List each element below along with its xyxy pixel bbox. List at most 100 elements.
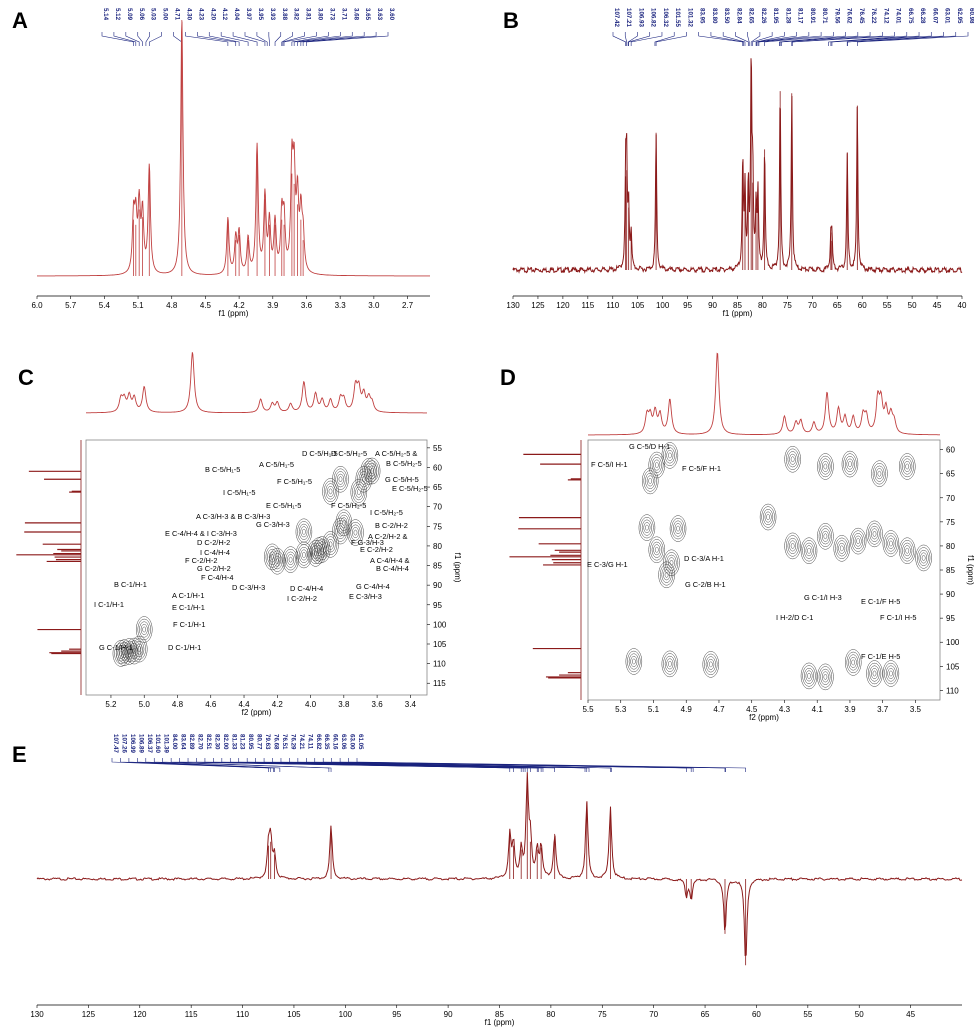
contour-ring	[323, 480, 338, 503]
contour-ring	[347, 519, 364, 546]
contour-ring	[269, 547, 286, 575]
peak-shift-label: 82.65	[748, 8, 755, 24]
contour-ring	[835, 537, 849, 559]
contour-ring	[871, 668, 878, 679]
peak-connector-line	[356, 758, 746, 772]
x-tick-label: 3.0	[368, 301, 380, 310]
y-tick-label: 90	[946, 590, 955, 599]
peak-connector-line	[173, 32, 183, 46]
x-tick-label: 4.6	[205, 700, 217, 709]
peak-shift-label: 83.80	[711, 8, 718, 24]
contour-ring	[885, 665, 896, 682]
contour-ring	[702, 651, 720, 678]
x-tick-label: 5.1	[648, 705, 660, 714]
x-tick-label: 2.7	[402, 301, 414, 310]
x-tick-label: 90	[708, 301, 717, 310]
contour-ring	[338, 514, 349, 531]
contour-ring	[654, 462, 659, 468]
correlation-label: G C-5/H-5	[385, 475, 419, 484]
peak-connector-line	[291, 32, 329, 46]
peak-connector-line	[846, 32, 944, 46]
x-tick-label: 65	[833, 301, 842, 310]
correlation-label: I C-5/H₁-5	[223, 488, 255, 497]
contour-ring	[905, 547, 910, 554]
contour-ring	[851, 659, 856, 666]
panel-letter: C	[18, 365, 34, 390]
contour-ring	[889, 540, 893, 547]
x-tick-label: 105	[287, 1010, 301, 1019]
contour-ring	[643, 522, 651, 534]
x-tick-label: 120	[556, 301, 570, 310]
peak-shift-label: 101.55	[674, 8, 681, 27]
y-tick-label: 90	[433, 581, 442, 590]
peak-connector-line	[302, 32, 377, 46]
contour-ring	[872, 670, 877, 677]
contour-ring	[849, 527, 867, 555]
contour-ring	[302, 528, 306, 535]
peak-shift-label: 76.68	[273, 734, 280, 750]
contour-ring	[300, 549, 308, 561]
peak-shift-label: 5.14	[102, 8, 109, 21]
peak-shift-label: 66.82	[315, 734, 322, 750]
contour-ring	[335, 471, 346, 488]
x-tick-label: 70	[808, 301, 817, 310]
contour-ring	[920, 552, 928, 564]
peak-connector-line	[791, 32, 883, 46]
y-tick-label: 110	[946, 686, 959, 695]
panel-letter: E	[12, 742, 27, 767]
contour-ring	[663, 653, 677, 675]
contour-ring	[322, 478, 339, 505]
peak-label-group: 5.14 5.12 5.09 5.06 5.03 5.00 4.71 4.30 4.23 4.20…	[101, 8, 395, 46]
y-tick-label: 65	[946, 470, 955, 479]
contour-ring	[884, 532, 898, 555]
contour-ring	[676, 525, 680, 532]
correlation-label: B C-5/H₁-5	[205, 465, 240, 474]
contour-ring	[135, 643, 143, 655]
peak-shift-label: 106.82	[650, 8, 657, 27]
peak-connector-line	[145, 758, 281, 772]
correlation-label: D C-4/H-4	[290, 584, 323, 593]
y-tick-label: 95	[433, 601, 442, 610]
x-tick-label: 125	[531, 301, 545, 310]
peak-shift-label: 3.93	[269, 8, 276, 21]
x-axis-title: f2 (ppm)	[242, 708, 272, 717]
contour-ring	[704, 653, 718, 676]
peak-connector-line	[306, 32, 389, 46]
peak-shift-label: 5.03	[150, 8, 157, 21]
peak-shift-label: 3.65	[364, 8, 371, 21]
contour-ring	[328, 541, 333, 548]
contour-ring	[142, 626, 147, 633]
x-axis-title: f1 (ppm)	[723, 309, 753, 318]
contour-ring	[654, 546, 659, 553]
x-axis-title: f1 (ppm)	[219, 309, 249, 318]
x-tick-label: 85	[733, 301, 742, 310]
x-tick-label: 55	[883, 301, 892, 310]
correlation-label: B C-2/H-2	[375, 521, 408, 530]
x-tick-label: 80	[546, 1010, 555, 1019]
contour-ring	[899, 453, 916, 480]
peak-connector-line	[857, 32, 969, 46]
contour-ring	[921, 555, 926, 561]
y-tick-label: 60	[946, 446, 955, 455]
contour-ring	[887, 538, 895, 549]
contour-ring	[287, 554, 295, 566]
contour-ring	[843, 453, 857, 475]
y-axis: 55 60 65 70 75 80 85 90 95 100 105 110 115 f1 (ppm)	[427, 444, 462, 688]
x-tick-label: 5.7	[65, 301, 77, 310]
peak-shift-label: 80.91	[809, 8, 816, 24]
contour-ring	[805, 670, 813, 682]
contour-ring	[140, 624, 148, 635]
peak-shift-label: 63.01	[944, 8, 951, 24]
contour-ring	[787, 537, 798, 554]
correlation-label: G C-1/I H-3	[804, 593, 842, 602]
y-tick-label: 85	[946, 566, 955, 575]
correlation-label: A C-5/H₂-5 &	[375, 449, 417, 458]
contour-ring	[627, 650, 641, 673]
x-tick-label: 5.1	[132, 301, 144, 310]
contour-ring	[641, 467, 659, 495]
peak-shift-label: 106.99	[129, 734, 136, 753]
contour-ring	[759, 503, 777, 531]
correlation-label: E C-4/H-4 & I C-3/H-3	[165, 529, 237, 538]
peak-shift-label: 60.98	[968, 8, 974, 24]
peak-connector-line	[232, 32, 258, 46]
